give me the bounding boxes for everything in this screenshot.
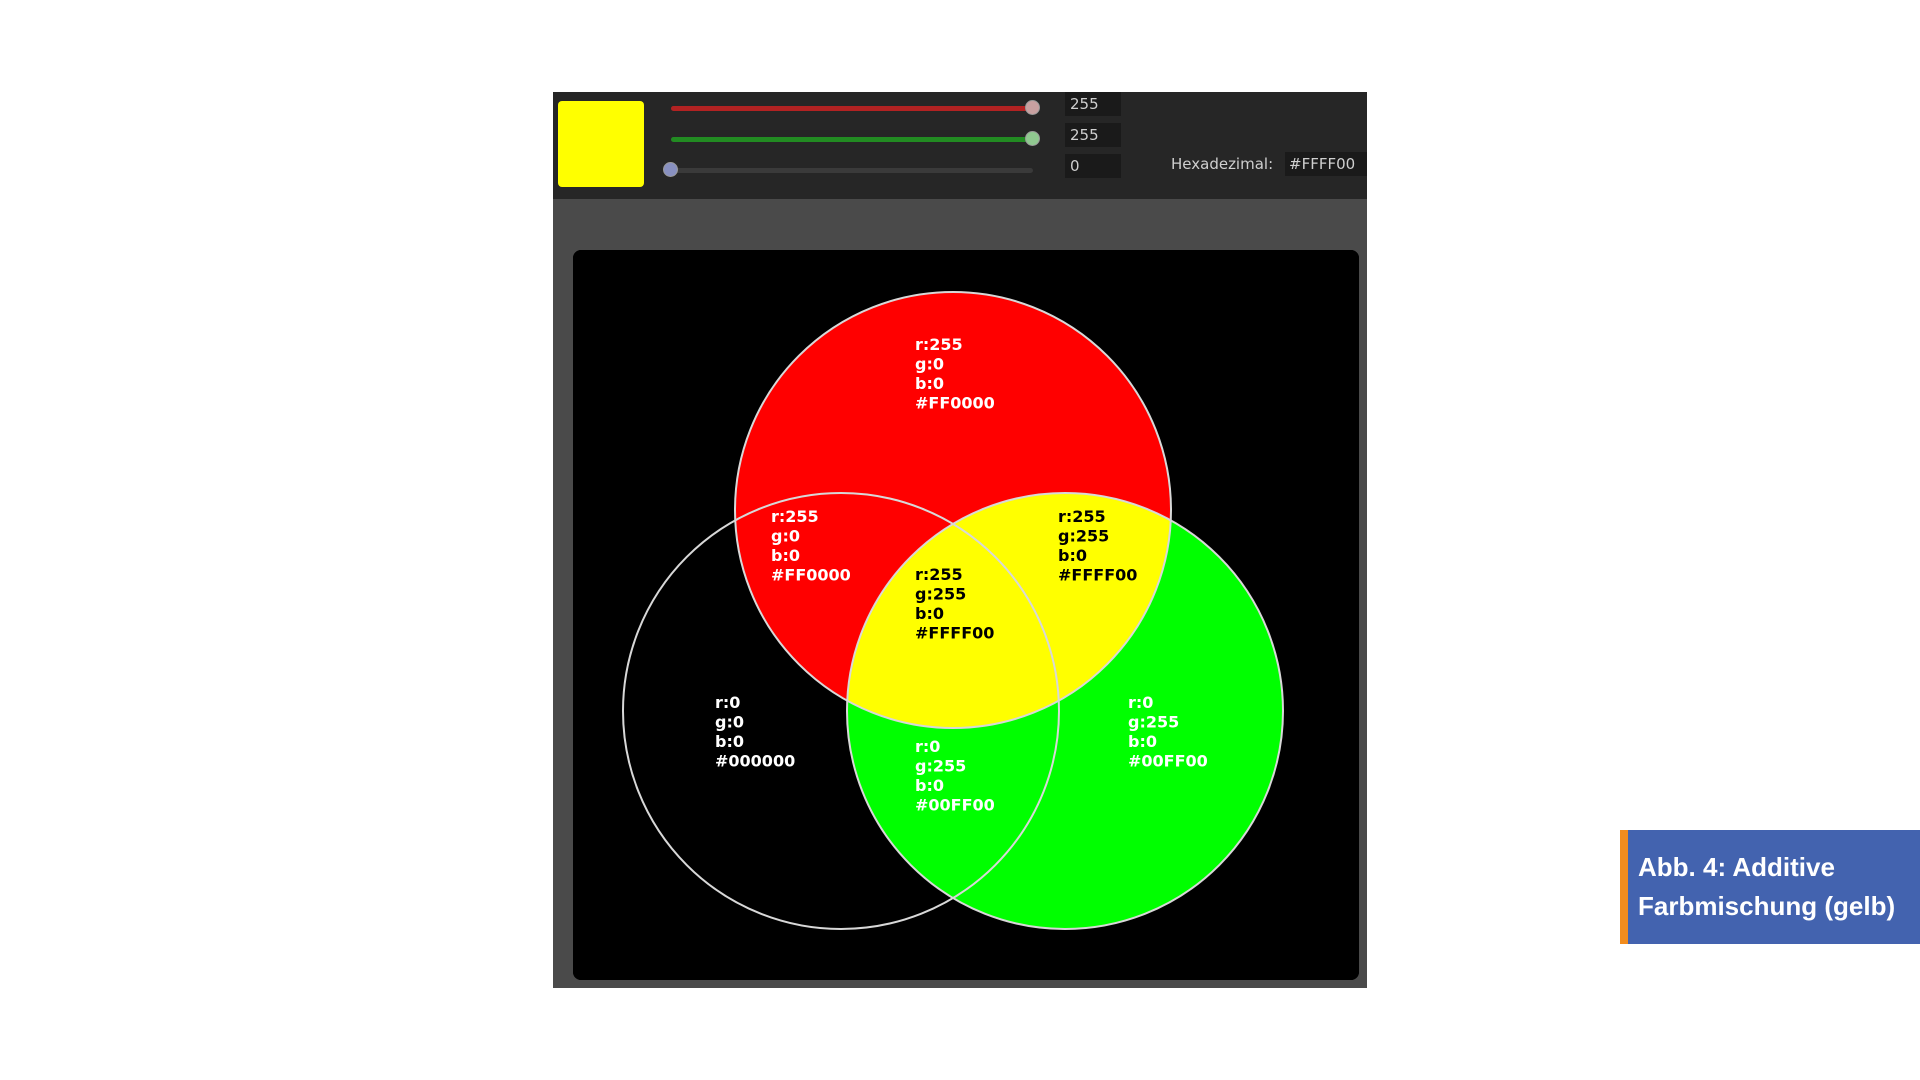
region-label-line: r:255 <box>915 565 963 584</box>
region-label-line: g:0 <box>915 355 944 374</box>
region-label-line: #FFFF00 <box>915 624 994 643</box>
red-slider[interactable] <box>671 100 1040 115</box>
region-label-line: #FFFF00 <box>1058 566 1137 585</box>
region-label-line: r:255 <box>771 507 819 526</box>
region-label-line: r:0 <box>915 737 940 756</box>
region-label-black-only: r:0 g:0 b:0 #000000 <box>715 693 795 771</box>
venn-canvas: r:255 g:0 b:0 #FF0000 r:255 g:0 b:0 #FF0000 r:25… <box>573 250 1359 980</box>
region-label-red-only: r:255 g:0 b:0 #FF0000 <box>915 335 995 413</box>
green-slider-fill <box>671 137 1033 142</box>
region-label-line: g:255 <box>915 585 966 604</box>
region-label-line: r:0 <box>1128 693 1153 712</box>
green-slider-thumb[interactable] <box>1025 131 1040 146</box>
black-circle-outline <box>622 492 1060 930</box>
region-label-line: #000000 <box>715 752 795 771</box>
hex-label: Hexadezimal: <box>1171 155 1274 173</box>
caption-line-1: Abb. 4: Additive <box>1638 852 1835 882</box>
color-preview-swatch <box>558 101 644 187</box>
green-value-input[interactable]: 255 <box>1065 123 1121 147</box>
region-label-line: b:0 <box>771 546 800 565</box>
region-label-line: g:0 <box>715 713 744 732</box>
green-slider[interactable] <box>671 131 1040 146</box>
region-label-bottom-mix: r:0 g:255 b:0 #00FF00 <box>915 737 995 815</box>
region-label-line: b:0 <box>1128 732 1157 751</box>
region-label-line: g:255 <box>1058 527 1109 546</box>
region-label-top-right: r:255 g:255 b:0 #FFFF00 <box>1058 507 1137 585</box>
red-slider-thumb[interactable] <box>1025 100 1040 115</box>
region-label-line: r:255 <box>915 335 963 354</box>
region-label-line: b:0 <box>915 604 944 623</box>
region-label-line: #00FF00 <box>1128 752 1208 771</box>
red-circle-outline <box>734 291 1172 729</box>
green-circle-outline <box>846 492 1284 930</box>
color-mixer-app: 255 255 0 Hexadezimal: #FFFF00 <box>553 92 1367 988</box>
red-value-input[interactable]: 255 <box>1065 92 1121 116</box>
blue-slider[interactable] <box>663 162 1033 177</box>
region-label-line: b:0 <box>1058 546 1087 565</box>
caption-accent-bar <box>1620 830 1628 944</box>
region-label-line: #FF0000 <box>915 394 995 413</box>
center-overlap <box>847 493 1059 728</box>
color-picker-toolbar: 255 255 0 Hexadezimal: #FFFF00 <box>553 92 1367 199</box>
region-label-center: r:255 g:255 b:0 #FFFF00 <box>915 565 994 643</box>
red-slider-fill <box>671 106 1033 111</box>
region-label-line: b:0 <box>915 776 944 795</box>
region-label-line: #00FF00 <box>915 796 995 815</box>
region-label-line: r:0 <box>715 693 740 712</box>
region-label-line: b:0 <box>715 732 744 751</box>
region-label-line: g:255 <box>915 757 966 776</box>
region-label-line: r:255 <box>1058 507 1106 526</box>
region-label-green-only: r:0 g:255 b:0 #00FF00 <box>1128 693 1208 771</box>
blue-value-input[interactable]: 0 <box>1065 154 1121 178</box>
region-label-left-mix: r:255 g:0 b:0 #FF0000 <box>771 507 851 585</box>
region-label-line: #FF0000 <box>771 566 851 585</box>
region-label-line: g:0 <box>771 527 800 546</box>
hex-value-input[interactable]: #FFFF00 <box>1285 152 1367 176</box>
region-label-line: b:0 <box>915 374 944 393</box>
caption-text: Abb. 4: Additive Farbmischung (gelb) <box>1638 848 1914 926</box>
figure-caption: Abb. 4: Additive Farbmischung (gelb) <box>1620 830 1920 944</box>
region-label-line: g:255 <box>1128 713 1179 732</box>
blue-slider-thumb[interactable] <box>663 162 678 177</box>
caption-line-2: Farbmischung (gelb) <box>1638 891 1896 921</box>
